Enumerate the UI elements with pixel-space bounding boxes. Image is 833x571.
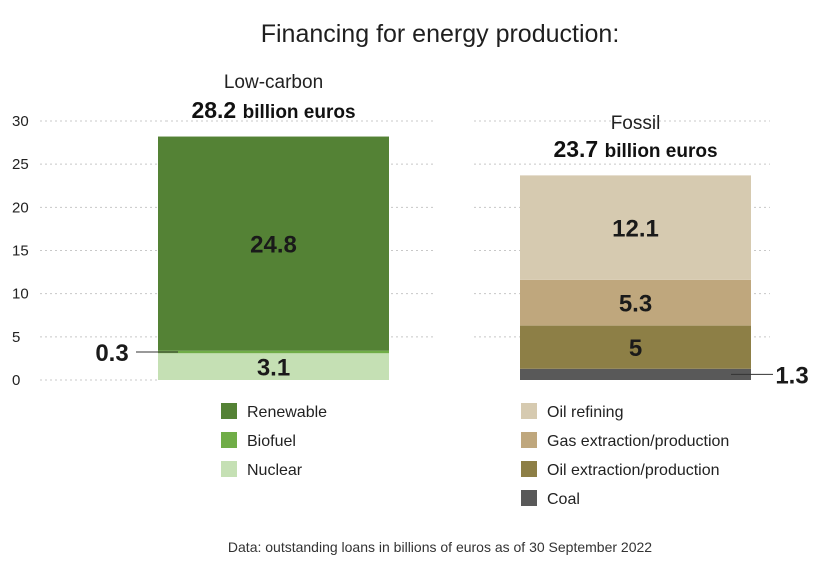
y-tick-label: 20 [12, 199, 29, 216]
legend-label-oil-refining: Oil refining [547, 404, 623, 421]
legend-swatch-nuclear [221, 461, 237, 477]
bars-layer [158, 136, 751, 380]
data-label-gas-extraction-production: 5.3 [619, 291, 652, 318]
bar-segment-oil-refining [520, 175, 751, 280]
source-note: Data: outstanding loans in billions of e… [228, 539, 652, 555]
data-label-oil-refining: 12.1 [612, 216, 659, 243]
y-tick-label: 15 [12, 243, 29, 260]
y-axis: 0 5 10 15 20 25 30 [12, 113, 29, 389]
bar-segment-biofuel [158, 350, 389, 354]
y-tick-label: 5 [12, 329, 20, 346]
legend-label-nuclear: Nuclear [247, 462, 303, 479]
legend-swatch-gas-extraction-production [521, 432, 537, 448]
bar-segment-gas-extraction-production [520, 279, 751, 326]
y-tick-label: 10 [12, 286, 29, 303]
legend-label-coal: Coal [547, 491, 580, 508]
legend-swatch-oil-refining [521, 403, 537, 419]
y-tick-label: 30 [12, 113, 29, 130]
bar-segment-renewable [158, 136, 389, 351]
chart-title: Financing for energy production: [261, 20, 620, 48]
bar-segment-oil-extraction-production [520, 325, 751, 369]
legend-swatch-coal [521, 490, 537, 506]
legend-label-renewable: Renewable [247, 404, 327, 421]
y-tick-label: 0 [12, 372, 20, 389]
group-name-low-carbon: Low-carbon [224, 72, 323, 93]
bar-segment-nuclear [158, 353, 389, 380]
group-total-low-carbon: 28.2 billion euros [191, 97, 355, 123]
data-label-nuclear: 3.1 [257, 355, 290, 382]
data-label-renewable: 24.8 [250, 232, 297, 259]
legend-swatch-oil-extraction-production [521, 461, 537, 477]
legend-swatch-biofuel [221, 432, 237, 448]
bar-segment-coal [520, 368, 751, 380]
labels-layer: Low-carbon 28.2 billion euros 3.1 0.3 24.8 Fo… [95, 72, 808, 389]
legend: Renewable Biofuel Nuclear Oil refining Gas e… [221, 403, 729, 508]
data-label-biofuel: 0.3 [95, 340, 128, 367]
legend-swatch-renewable [221, 403, 237, 419]
legend-label-biofuel: Biofuel [247, 433, 296, 450]
group-total-fossil: 23.7 billion euros [553, 136, 717, 162]
legend-label-gas-extraction-production: Gas extraction/production [547, 433, 729, 450]
group-name-fossil: Fossil [611, 113, 661, 134]
data-label-oil-extraction-production: 5 [629, 335, 642, 362]
data-label-coal: 1.3 [775, 362, 808, 389]
y-tick-label: 25 [12, 156, 29, 173]
legend-label-oil-extraction-production: Oil extraction/production [547, 462, 720, 479]
